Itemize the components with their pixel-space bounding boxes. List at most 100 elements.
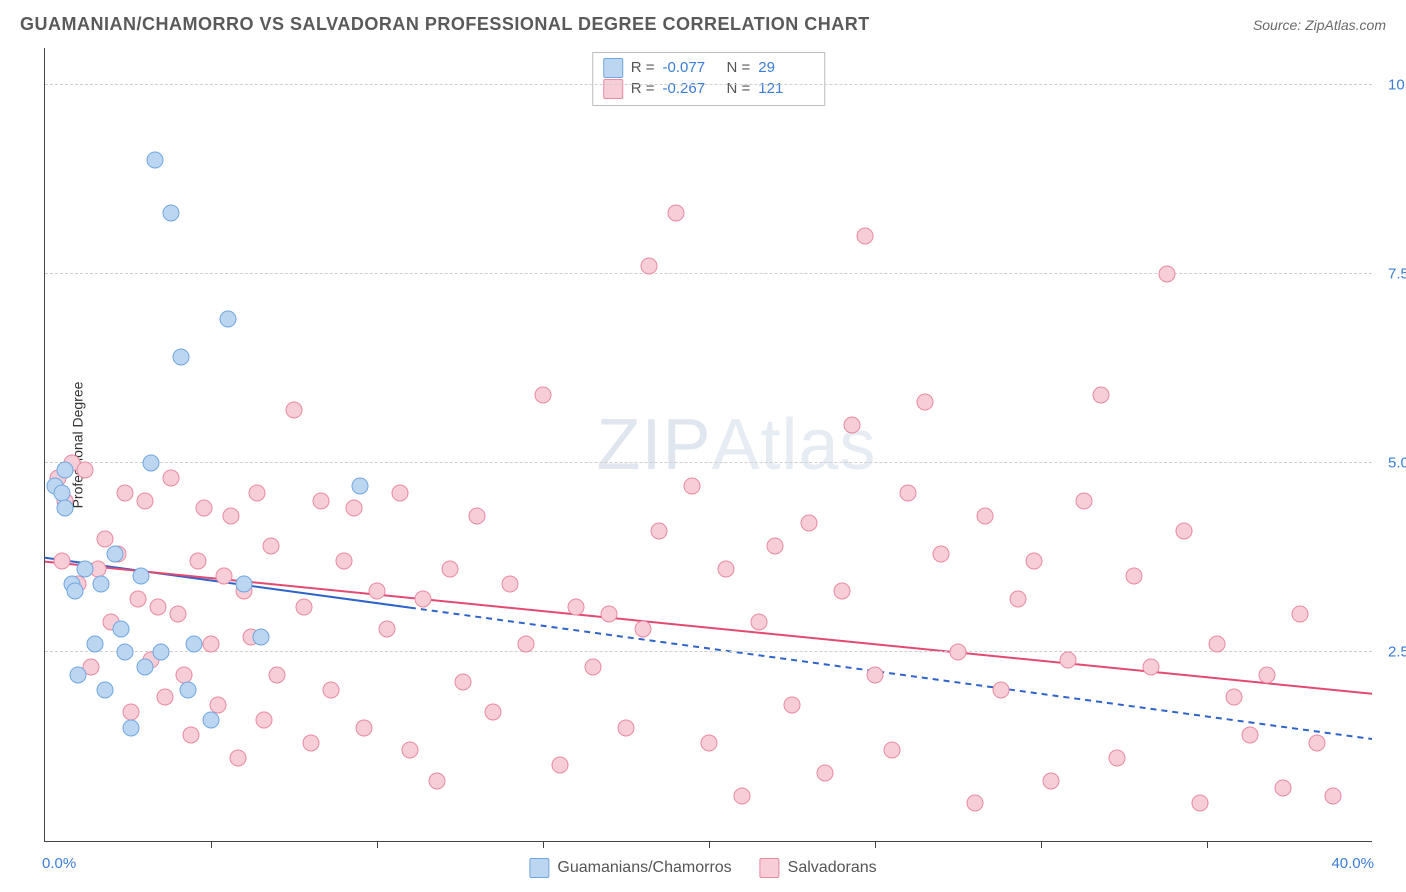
data-point-salvadoran (651, 522, 668, 539)
data-point-salvadoran (800, 515, 817, 532)
data-point-salvadoran (634, 621, 651, 638)
data-point-guamanian (179, 681, 196, 698)
data-point-guamanian (143, 454, 160, 471)
stat-row-guamanian: R =-0.077N =29 (603, 57, 815, 78)
data-point-guamanian (106, 545, 123, 562)
data-point-salvadoran (183, 727, 200, 744)
data-point-guamanian (153, 643, 170, 660)
data-point-guamanian (56, 462, 73, 479)
stat-row-salvadoran: R =-0.267N =121 (603, 78, 815, 99)
data-point-salvadoran (584, 659, 601, 676)
data-point-salvadoran (156, 689, 173, 706)
data-point-salvadoran (1125, 568, 1142, 585)
data-point-salvadoran (833, 583, 850, 600)
scatter-plot: ZIPAtlas R =-0.077N =29R =-0.267N =121 2… (44, 48, 1372, 842)
chart-title: GUAMANIAN/CHAMORRO VS SALVADORAN PROFESS… (20, 14, 870, 35)
data-point-salvadoran (415, 591, 432, 608)
gridline-h (45, 462, 1372, 463)
data-point-salvadoran (950, 643, 967, 660)
data-point-guamanian (53, 485, 70, 502)
x-tick (875, 841, 876, 848)
data-point-salvadoran (312, 492, 329, 509)
data-point-guamanian (352, 477, 369, 494)
data-point-salvadoran (295, 598, 312, 615)
data-point-salvadoran (684, 477, 701, 494)
data-point-salvadoran (601, 606, 618, 623)
data-point-salvadoran (116, 485, 133, 502)
data-point-salvadoran (216, 568, 233, 585)
data-point-salvadoran (369, 583, 386, 600)
data-point-salvadoran (784, 696, 801, 713)
data-point-guamanian (86, 636, 103, 653)
data-point-salvadoran (933, 545, 950, 562)
data-point-salvadoran (1308, 734, 1325, 751)
data-point-salvadoran (169, 606, 186, 623)
data-point-salvadoran (701, 734, 718, 751)
x-tick (543, 841, 544, 848)
data-point-guamanian (203, 712, 220, 729)
data-point-salvadoran (1009, 591, 1026, 608)
data-point-salvadoran (916, 394, 933, 411)
data-point-guamanian (56, 500, 73, 517)
trendline-guamanian-extrapolated (410, 608, 1372, 739)
data-point-salvadoran (163, 470, 180, 487)
data-point-guamanian (133, 568, 150, 585)
data-point-guamanian (123, 719, 140, 736)
data-point-salvadoran (1109, 749, 1126, 766)
legend-item-guamanian: Guamanians/Chamorros (529, 858, 731, 878)
data-point-salvadoran (1291, 606, 1308, 623)
data-point-salvadoran (468, 507, 485, 524)
data-point-salvadoran (176, 666, 193, 683)
data-point-salvadoran (286, 401, 303, 418)
data-point-salvadoran (883, 742, 900, 759)
data-point-salvadoran (1208, 636, 1225, 653)
source-prefix: Source: (1253, 17, 1305, 33)
data-point-salvadoran (96, 530, 113, 547)
stat-r-label: R = (631, 78, 655, 99)
data-point-salvadoran (966, 795, 983, 812)
data-point-salvadoran (1026, 553, 1043, 570)
data-point-salvadoran (136, 492, 153, 509)
data-point-salvadoran (535, 386, 552, 403)
data-point-salvadoran (750, 613, 767, 630)
data-point-salvadoran (1325, 787, 1342, 804)
data-point-guamanian (76, 560, 93, 577)
data-point-salvadoran (455, 674, 472, 691)
data-point-guamanian (252, 628, 269, 645)
legend-label-salvadoran: Salvadorans (788, 859, 877, 877)
legend-item-salvadoran: Salvadorans (760, 858, 877, 878)
data-point-salvadoran (355, 719, 372, 736)
data-point-salvadoran (203, 636, 220, 653)
data-point-salvadoran (1242, 727, 1259, 744)
legend-swatch-guamanian (529, 858, 549, 878)
data-point-salvadoran (618, 719, 635, 736)
data-point-salvadoran (667, 205, 684, 222)
data-point-salvadoran (302, 734, 319, 751)
data-point-salvadoran (345, 500, 362, 517)
legend-label-guamanian: Guamanians/Chamorros (557, 859, 731, 877)
data-point-salvadoran (402, 742, 419, 759)
x-tick (211, 841, 212, 848)
data-point-salvadoran (857, 228, 874, 245)
x-tick (377, 841, 378, 848)
data-point-salvadoran (1258, 666, 1275, 683)
x-tick (1041, 841, 1042, 848)
data-point-salvadoran (518, 636, 535, 653)
y-tick-label: 2.5% (1376, 643, 1406, 660)
stat-r-label: R = (631, 57, 655, 78)
stat-n-value-guamanian: 29 (758, 57, 814, 78)
watermark-bold: ZIP (596, 405, 711, 485)
x-tick (709, 841, 710, 848)
data-point-salvadoran (1225, 689, 1242, 706)
data-point-salvadoran (269, 666, 286, 683)
data-point-guamanian (219, 311, 236, 328)
data-point-salvadoran (817, 764, 834, 781)
data-point-salvadoran (129, 591, 146, 608)
data-point-guamanian (236, 575, 253, 592)
data-point-salvadoran (993, 681, 1010, 698)
trend-lines (45, 48, 1372, 841)
data-point-guamanian (93, 575, 110, 592)
data-point-salvadoran (1175, 522, 1192, 539)
data-point-salvadoran (249, 485, 266, 502)
data-point-salvadoran (551, 757, 568, 774)
